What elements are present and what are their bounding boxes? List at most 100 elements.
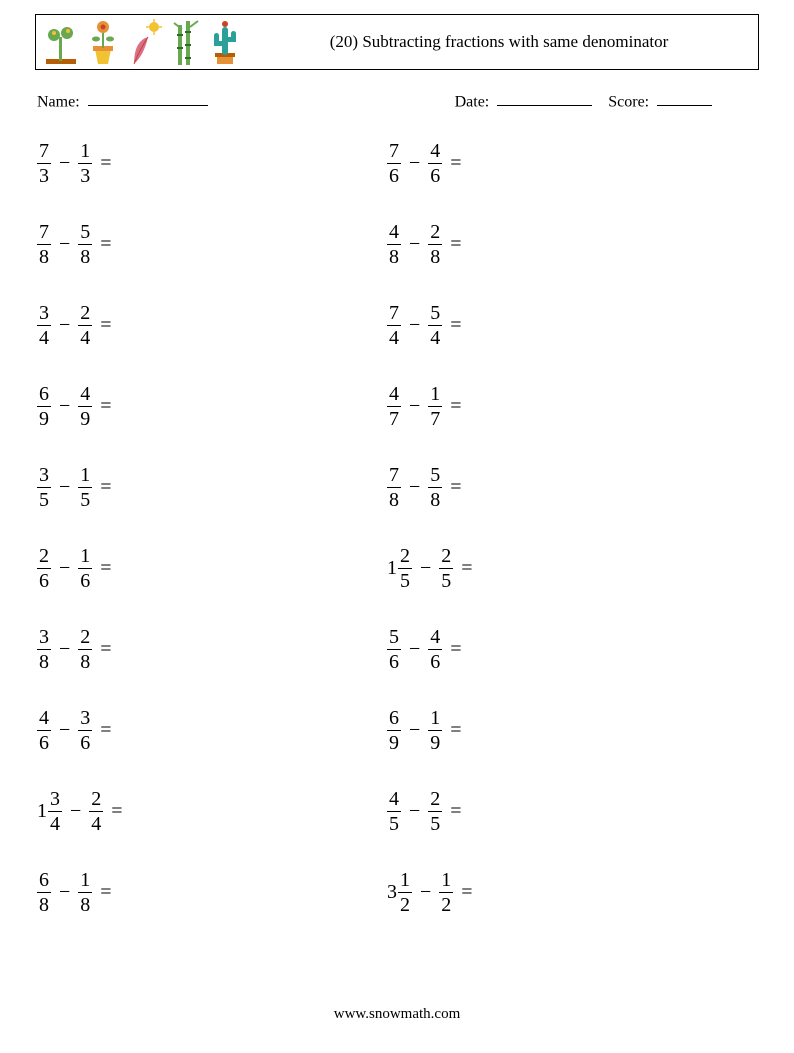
denominator: 8	[78, 649, 92, 672]
numerator: 1	[80, 141, 90, 163]
worksheet-page: (20) Subtracting fractions with same den…	[0, 0, 794, 1053]
numerator: 1	[80, 546, 90, 568]
fraction: 78	[387, 465, 401, 510]
fraction: 69	[387, 708, 401, 753]
fraction: 76	[387, 141, 401, 186]
numerator: 7	[39, 141, 49, 163]
equals-sign: =	[450, 719, 461, 742]
denominator: 3	[37, 163, 51, 186]
fraction: 12	[398, 870, 412, 915]
minus-operator: −	[59, 476, 70, 499]
numerator: 3	[39, 627, 49, 649]
equals-sign: =	[100, 719, 111, 742]
denominator: 8	[78, 892, 92, 915]
problem: 48−28=	[387, 220, 737, 268]
score-label: Score:	[608, 93, 649, 110]
minus-operator: −	[409, 719, 420, 742]
problem: 78−58=	[37, 220, 387, 268]
numerator: 6	[39, 384, 49, 406]
minus-operator: −	[409, 476, 420, 499]
denominator: 6	[428, 163, 442, 186]
fraction: 38	[37, 627, 51, 672]
bamboo-icon	[170, 19, 200, 65]
denominator: 4	[387, 325, 401, 348]
fraction: 24	[89, 789, 103, 834]
minus-operator: −	[409, 152, 420, 175]
fraction: 34	[37, 303, 51, 348]
numerator: 7	[389, 141, 399, 163]
fraction: 28	[78, 627, 92, 672]
denominator: 4	[48, 811, 62, 834]
equals-sign: =	[100, 395, 111, 418]
problems-grid: 73−13=78−58=34−24=69−49=35−15=26−16=38−2…	[35, 139, 759, 916]
fraction: 13	[78, 141, 92, 186]
minus-operator: −	[59, 719, 70, 742]
equals-sign: =	[100, 557, 111, 580]
equals-sign: =	[450, 800, 461, 823]
equals-sign: =	[111, 800, 122, 823]
denominator: 7	[387, 406, 401, 429]
denominator: 9	[428, 730, 442, 753]
problem: 26−16=	[37, 544, 387, 592]
fraction: 47	[387, 384, 401, 429]
equals-sign: =	[100, 233, 111, 256]
minus-operator: −	[420, 557, 431, 580]
icon-strip	[36, 15, 250, 69]
numerator: 5	[80, 222, 90, 244]
minus-operator: −	[59, 638, 70, 661]
score-blank[interactable]	[657, 92, 712, 106]
date-label: Date:	[455, 93, 490, 110]
whole-number: 1	[387, 557, 397, 580]
numerator: 1	[80, 465, 90, 487]
equals-sign: =	[450, 314, 461, 337]
problem: 134−24=	[37, 787, 387, 835]
numerator: 5	[430, 303, 440, 325]
denominator: 6	[78, 568, 92, 591]
minus-operator: −	[409, 314, 420, 337]
denominator: 9	[78, 406, 92, 429]
denominator: 5	[428, 811, 442, 834]
problem: 47−17=	[387, 382, 737, 430]
minus-operator: −	[59, 395, 70, 418]
numerator: 2	[80, 303, 90, 325]
denominator: 5	[439, 568, 453, 591]
fraction: 16	[78, 546, 92, 591]
numerator: 5	[389, 627, 399, 649]
info-row: Name: Date: Score:	[35, 92, 759, 111]
numerator: 2	[441, 546, 451, 568]
denominator: 2	[439, 892, 453, 915]
numerator: 3	[50, 789, 60, 811]
numerator: 4	[80, 384, 90, 406]
denominator: 6	[428, 649, 442, 672]
equals-sign: =	[450, 476, 461, 499]
fraction: 34	[48, 789, 62, 834]
fraction: 45	[387, 789, 401, 834]
numerator: 4	[389, 789, 399, 811]
fraction: 58	[78, 222, 92, 267]
fraction: 68	[37, 870, 51, 915]
equals-sign: =	[100, 638, 111, 661]
minus-operator: −	[409, 233, 420, 256]
numerator: 2	[430, 789, 440, 811]
minus-operator: −	[420, 881, 431, 904]
fraction: 56	[387, 627, 401, 672]
minus-operator: −	[59, 557, 70, 580]
name-blank[interactable]	[88, 92, 208, 106]
equals-sign: =	[450, 233, 461, 256]
name-label: Name:	[37, 93, 80, 110]
minus-operator: −	[59, 152, 70, 175]
fraction: 46	[428, 627, 442, 672]
fraction: 25	[439, 546, 453, 591]
equals-sign: =	[100, 314, 111, 337]
date-blank[interactable]	[497, 92, 592, 106]
denominator: 8	[78, 244, 92, 267]
fraction: 17	[428, 384, 442, 429]
fraction: 54	[428, 303, 442, 348]
leaf-sun-icon	[128, 19, 162, 65]
denominator: 8	[37, 892, 51, 915]
denominator: 4	[89, 811, 103, 834]
problem: 45−25=	[387, 787, 737, 835]
numerator: 2	[430, 222, 440, 244]
problem: 74−54=	[387, 301, 737, 349]
problem: 46−36=	[37, 706, 387, 754]
